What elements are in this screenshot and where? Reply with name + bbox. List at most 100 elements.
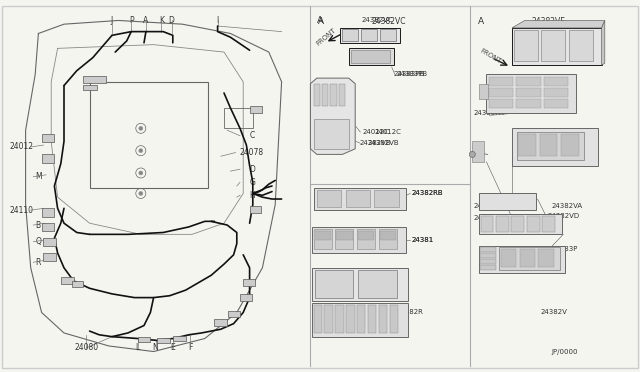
Bar: [379, 229, 397, 249]
Bar: [480, 253, 496, 258]
Bar: [379, 305, 387, 333]
Bar: [312, 303, 408, 337]
Bar: [512, 28, 602, 65]
Bar: [314, 305, 322, 333]
Bar: [480, 259, 496, 264]
Bar: [357, 305, 365, 333]
Text: 24012C: 24012C: [374, 129, 401, 135]
Circle shape: [139, 126, 143, 130]
Text: 24382V: 24382V: [541, 310, 568, 315]
Bar: [357, 229, 375, 249]
Bar: [314, 119, 349, 149]
Text: A: A: [143, 16, 148, 25]
Bar: [380, 231, 396, 240]
Bar: [243, 279, 255, 286]
Bar: [486, 74, 576, 113]
Text: 24382VE: 24382VE: [531, 17, 565, 26]
Bar: [314, 231, 331, 240]
Bar: [479, 84, 488, 99]
Bar: [489, 88, 513, 97]
Bar: [351, 50, 390, 63]
Text: 24080: 24080: [74, 343, 99, 352]
Bar: [214, 319, 227, 326]
Bar: [157, 338, 170, 343]
Polygon shape: [349, 48, 394, 65]
Text: 24382VC: 24382VC: [362, 17, 393, 23]
Bar: [314, 84, 320, 106]
Text: 24110: 24110: [10, 206, 34, 215]
Bar: [517, 132, 584, 160]
Bar: [335, 229, 353, 249]
Bar: [479, 193, 536, 210]
Bar: [358, 270, 397, 298]
Bar: [138, 337, 150, 342]
Bar: [43, 253, 56, 261]
Polygon shape: [512, 20, 605, 28]
Bar: [511, 216, 524, 232]
Text: 24012C: 24012C: [474, 203, 500, 209]
Bar: [538, 249, 554, 267]
Bar: [361, 29, 377, 41]
Bar: [72, 281, 83, 287]
Bar: [499, 247, 560, 270]
Bar: [322, 84, 328, 106]
Circle shape: [469, 151, 476, 157]
Bar: [561, 134, 579, 156]
Bar: [489, 99, 513, 108]
Bar: [339, 84, 345, 106]
Bar: [541, 30, 565, 61]
Text: 24382RB: 24382RB: [412, 190, 443, 196]
Text: 24382RB: 24382RB: [412, 190, 443, 196]
Text: A: A: [478, 17, 484, 26]
Bar: [61, 277, 74, 284]
Bar: [90, 82, 208, 188]
Bar: [569, 30, 593, 61]
Text: 24381: 24381: [412, 237, 434, 243]
Bar: [250, 106, 262, 113]
Bar: [330, 84, 337, 106]
Polygon shape: [340, 28, 400, 43]
Bar: [496, 216, 509, 232]
Text: P: P: [129, 16, 134, 25]
Text: 24381: 24381: [412, 237, 434, 243]
Text: 24383PA: 24383PA: [474, 110, 504, 116]
Bar: [480, 265, 496, 270]
Bar: [83, 76, 106, 83]
Text: 24383PB: 24383PB: [394, 71, 425, 77]
Bar: [390, 305, 398, 333]
Bar: [224, 108, 253, 128]
Text: 24012C: 24012C: [363, 129, 390, 135]
Bar: [43, 238, 56, 246]
Bar: [346, 190, 370, 207]
Text: 24078: 24078: [240, 148, 264, 157]
Bar: [358, 231, 374, 240]
Bar: [368, 305, 376, 333]
Bar: [336, 231, 353, 240]
Text: 24382R: 24382R: [397, 310, 424, 315]
Text: 24383PB: 24383PB: [397, 71, 428, 77]
Polygon shape: [310, 78, 355, 154]
Bar: [240, 294, 252, 301]
Bar: [314, 229, 332, 249]
Bar: [520, 249, 535, 267]
Bar: [544, 77, 568, 86]
Circle shape: [139, 192, 143, 195]
Bar: [228, 311, 240, 317]
Circle shape: [139, 149, 143, 153]
Text: M: M: [35, 172, 42, 181]
Bar: [527, 216, 540, 232]
Bar: [346, 305, 355, 333]
Bar: [380, 29, 396, 41]
Bar: [481, 216, 493, 232]
Bar: [512, 128, 598, 166]
Bar: [544, 88, 568, 97]
Text: R: R: [35, 258, 40, 267]
Bar: [335, 305, 344, 333]
Bar: [83, 85, 97, 90]
Text: C: C: [250, 131, 255, 140]
Text: D: D: [250, 165, 255, 174]
Circle shape: [139, 171, 143, 175]
Text: H: H: [250, 191, 255, 200]
Bar: [480, 247, 496, 252]
Text: 24012: 24012: [10, 142, 34, 151]
